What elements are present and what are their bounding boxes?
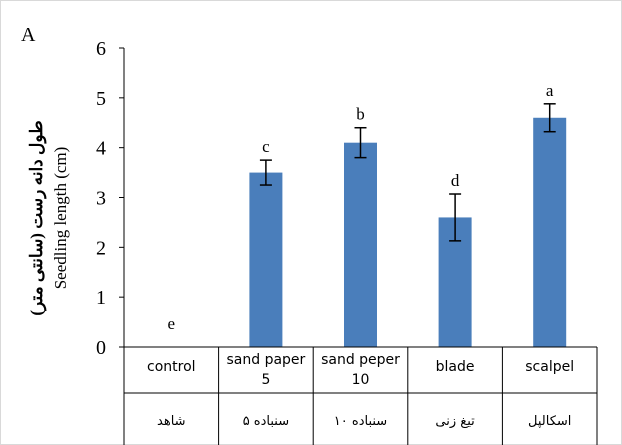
category-label-fa: سنباده ۱۰ xyxy=(334,414,387,429)
category-label-fa: تیغ زنی xyxy=(435,414,475,429)
y-tick-label: 5 xyxy=(96,88,106,110)
y-tick-label: 4 xyxy=(96,138,106,160)
category-label: control xyxy=(147,359,196,375)
significance-letter: d xyxy=(451,171,460,190)
bar xyxy=(344,142,377,347)
category-label: sand paper xyxy=(226,352,305,368)
significance-letter: b xyxy=(356,105,365,124)
y-tick-label: 2 xyxy=(96,237,106,259)
bar xyxy=(533,117,567,348)
category-label: 10 xyxy=(352,372,370,388)
bars xyxy=(249,117,567,348)
category-label-fa: شاهد xyxy=(157,414,186,429)
y-axis-title: طول دانه رست (سانتی متر) Seedling length… xyxy=(27,120,70,315)
bar xyxy=(249,172,283,347)
category-label: 5 xyxy=(261,372,270,388)
y-tick-label: 0 xyxy=(96,337,106,359)
significance-letter: c xyxy=(262,137,270,156)
category-label: scalpel xyxy=(525,359,574,375)
significance-letter: e xyxy=(168,314,176,333)
category-label-fa: سنباده ۵ xyxy=(243,414,289,429)
category-label-fa: اسکالپل xyxy=(528,414,571,429)
y-axis: 0 1 2 3 4 5 6 xyxy=(96,38,125,359)
y-tick-label: 6 xyxy=(96,38,106,60)
y-axis-title-fa: طول دانه رست (سانتی متر) xyxy=(27,120,47,315)
error-bars xyxy=(259,103,556,242)
panel-label: A xyxy=(21,24,36,46)
y-axis-title-en: Seedling length (cm) xyxy=(51,147,70,290)
significance-letter: a xyxy=(546,81,554,100)
x-axis-category-table: control شاهد sand paper 5 سنباده ۵ sand peper… xyxy=(123,346,598,445)
y-tick-label: 1 xyxy=(96,287,106,309)
y-tick-label: 3 xyxy=(96,188,106,210)
category-label: sand peper xyxy=(321,352,400,368)
significance-letters: e c b d a xyxy=(168,81,554,333)
category-label: blade xyxy=(436,359,475,375)
